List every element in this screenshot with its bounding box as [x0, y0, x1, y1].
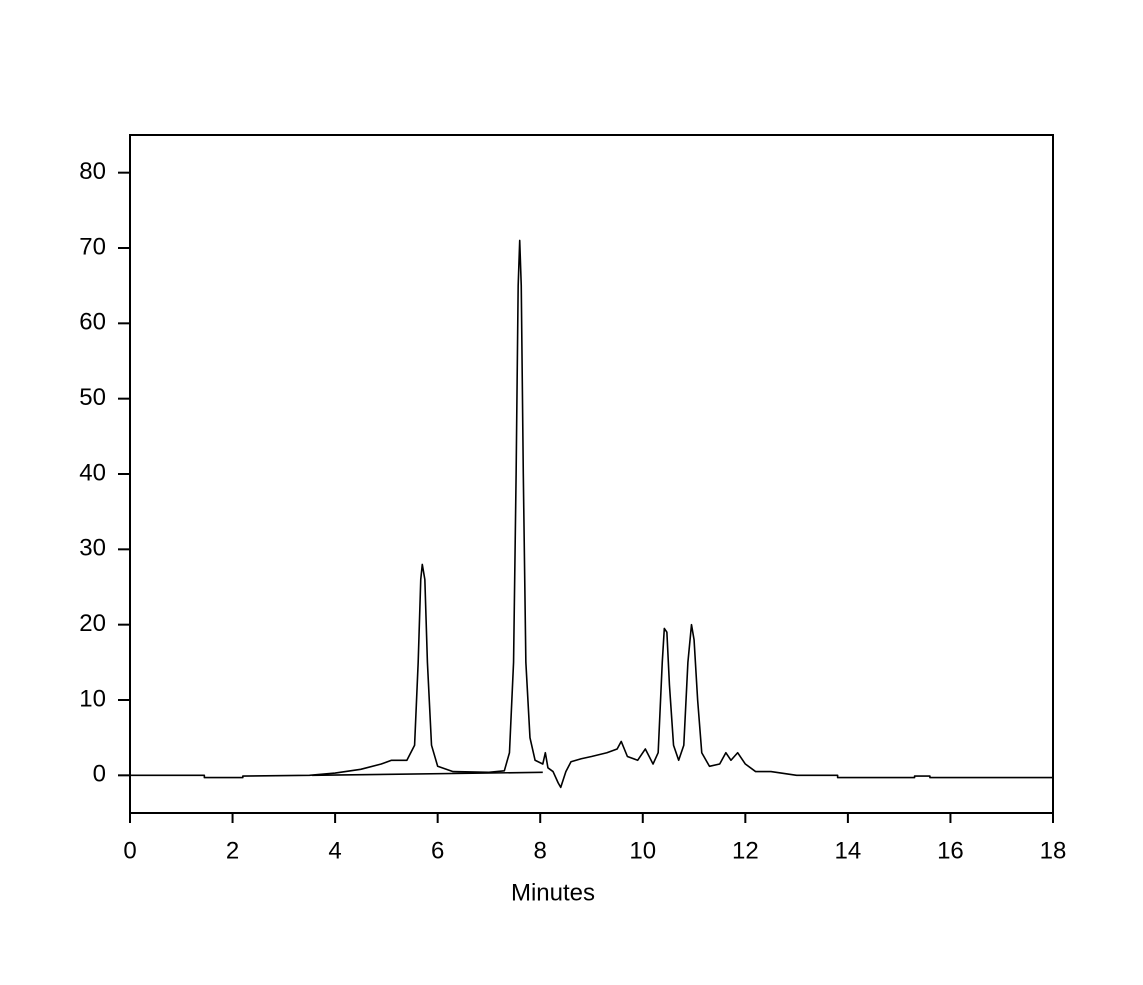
y-tick-label: 30	[79, 535, 106, 562]
x-tick-label: 6	[431, 837, 444, 864]
y-tick-label: 60	[79, 309, 106, 336]
x-tick-label: 10	[629, 837, 656, 864]
plot-frame	[129, 134, 1054, 814]
y-tick-label: 20	[79, 610, 106, 637]
y-tick-label: 70	[79, 233, 106, 260]
x-tick-label: 12	[732, 837, 759, 864]
x-tick-label: 0	[123, 837, 136, 864]
x-tick-label: 8	[534, 837, 547, 864]
y-tick-label: 80	[79, 158, 106, 185]
trace-line	[130, 239, 1053, 789]
x-tick-label: 2	[226, 837, 239, 864]
x-tick-label: 14	[835, 837, 862, 864]
y-tick-label: 10	[79, 685, 106, 712]
trace-line	[312, 771, 543, 777]
y-tick-label: 0	[93, 761, 106, 788]
x-tick-label: 4	[328, 837, 341, 864]
y-tick-label: 50	[79, 384, 106, 411]
x-axis-label: Minutes	[511, 879, 595, 906]
y-tick-label: 40	[79, 459, 106, 486]
x-tick-label: 18	[1040, 837, 1067, 864]
x-tick-label: 16	[937, 837, 964, 864]
